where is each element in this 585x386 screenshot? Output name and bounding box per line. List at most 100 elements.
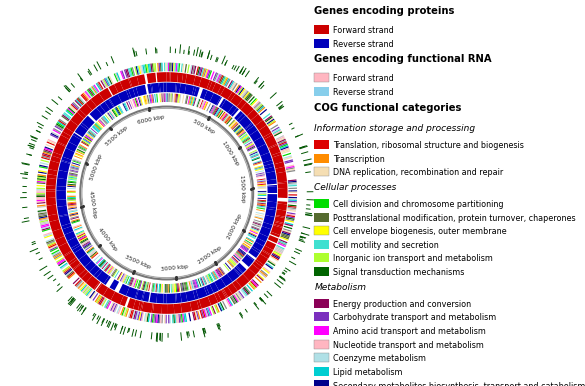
Wedge shape [247,146,255,151]
Text: Genes encoding functional RNA: Genes encoding functional RNA [314,54,492,64]
Wedge shape [52,251,60,256]
Wedge shape [94,124,101,131]
Wedge shape [240,102,254,116]
Wedge shape [176,63,177,72]
Wedge shape [125,69,129,78]
Wedge shape [188,96,191,105]
Wedge shape [234,111,243,120]
Wedge shape [82,140,90,145]
Wedge shape [238,291,243,299]
Wedge shape [276,245,285,250]
Wedge shape [257,183,266,185]
Wedge shape [51,132,60,137]
Wedge shape [75,154,83,158]
Wedge shape [156,283,157,292]
Wedge shape [79,236,87,241]
Wedge shape [48,214,58,222]
Wedge shape [75,99,82,106]
Wedge shape [80,123,89,130]
Wedge shape [55,124,63,130]
Wedge shape [73,102,80,109]
Wedge shape [231,108,239,117]
Wedge shape [281,234,290,238]
Wedge shape [150,314,153,323]
Wedge shape [215,269,221,277]
Wedge shape [46,178,56,186]
Wedge shape [242,91,249,98]
Wedge shape [39,218,48,222]
Wedge shape [216,269,222,277]
Wedge shape [39,166,47,169]
Wedge shape [215,304,220,313]
Text: 1000 kbp: 1000 kbp [221,140,240,166]
Wedge shape [136,85,147,96]
Wedge shape [272,154,284,164]
Text: 2500 kbp: 2500 kbp [197,245,223,265]
Wedge shape [267,185,277,187]
Wedge shape [256,104,263,110]
Wedge shape [240,289,247,297]
Wedge shape [77,281,84,288]
Wedge shape [47,141,55,146]
Wedge shape [80,238,88,243]
Wedge shape [86,247,94,252]
Wedge shape [42,153,51,157]
Wedge shape [236,274,249,288]
Wedge shape [220,76,225,84]
Wedge shape [195,311,198,320]
Wedge shape [190,300,199,311]
Wedge shape [281,149,290,153]
Wedge shape [288,185,297,186]
Wedge shape [77,150,85,154]
Wedge shape [124,308,128,317]
Wedge shape [67,184,76,185]
Wedge shape [191,97,194,105]
Wedge shape [82,93,89,100]
Wedge shape [49,246,58,251]
Bar [314,87,329,96]
Wedge shape [46,192,56,198]
Wedge shape [167,83,176,93]
Wedge shape [231,296,236,304]
Wedge shape [201,277,205,285]
Wedge shape [89,291,95,298]
Wedge shape [276,167,285,173]
Wedge shape [85,134,93,140]
Wedge shape [64,269,72,275]
Text: Cell envelope biogenesis, outer membrane: Cell envelope biogenesis, outer membrane [333,227,507,236]
Wedge shape [214,73,218,81]
Wedge shape [37,205,46,207]
Wedge shape [112,269,117,277]
Wedge shape [257,205,266,207]
Wedge shape [135,279,139,288]
Wedge shape [229,120,236,127]
Wedge shape [231,257,238,263]
Wedge shape [274,249,283,254]
Wedge shape [144,313,146,322]
Wedge shape [165,284,166,293]
Wedge shape [105,78,110,86]
Wedge shape [66,142,77,152]
Wedge shape [137,280,140,288]
Wedge shape [103,288,115,300]
Wedge shape [177,63,179,72]
Wedge shape [271,127,280,132]
Wedge shape [97,105,106,115]
Wedge shape [153,283,155,292]
Wedge shape [262,250,271,256]
Wedge shape [235,293,241,301]
Wedge shape [286,217,294,220]
Wedge shape [96,83,101,91]
Wedge shape [73,133,82,140]
Wedge shape [254,259,264,267]
Wedge shape [221,100,233,113]
Wedge shape [254,165,263,168]
Wedge shape [267,260,276,266]
Wedge shape [161,315,163,323]
Wedge shape [245,93,252,101]
Wedge shape [90,251,97,257]
Wedge shape [205,275,209,284]
Wedge shape [267,194,277,202]
Wedge shape [126,69,130,77]
Wedge shape [273,129,281,134]
